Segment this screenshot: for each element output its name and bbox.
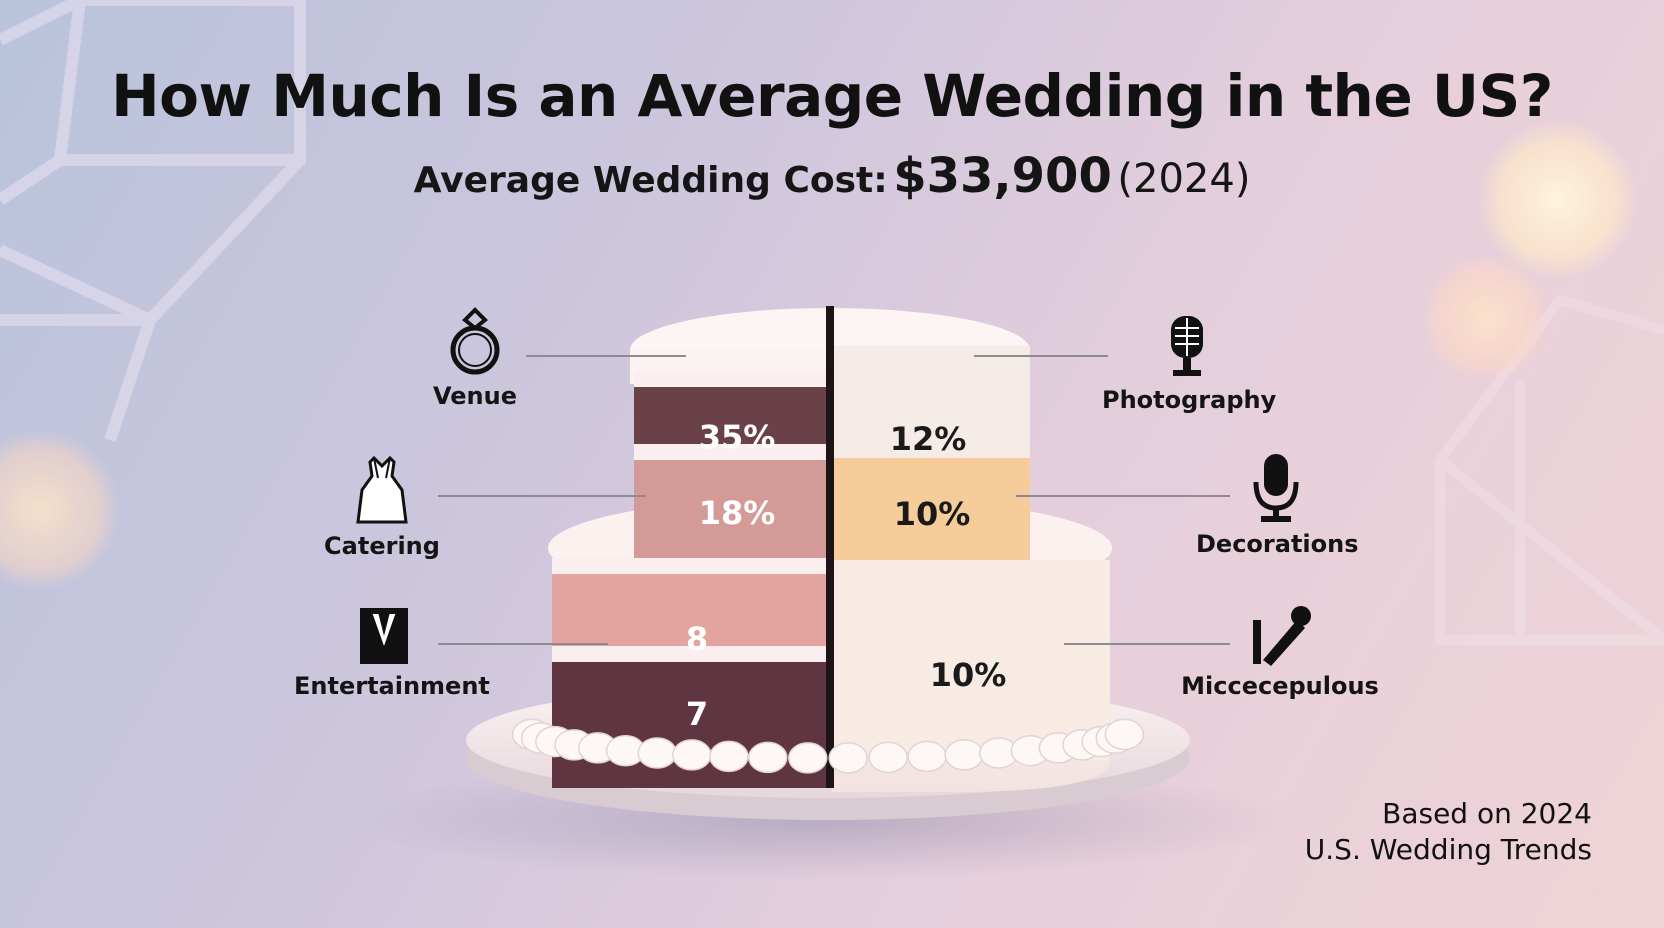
pearl-border (511, 718, 1145, 774)
category-label: Decorations (1196, 530, 1359, 558)
cake-segment (634, 458, 826, 560)
segment-label: 12% (890, 420, 967, 458)
category-label: Photography (1102, 386, 1277, 414)
page-subtitle: Average Wedding Cost: $33,900 (2024) (0, 148, 1664, 204)
pearl-decoration (828, 742, 868, 774)
category-photography: Photography (1102, 312, 1276, 414)
frosting-band (634, 371, 826, 387)
pearl-decoration (637, 737, 677, 769)
category-label: Venue (433, 382, 517, 410)
leader-lines (438, 355, 1230, 645)
segment-label: 8 (686, 620, 708, 658)
category-catering: Catering (322, 454, 442, 560)
pearl-decoration (788, 742, 828, 774)
segment-label: 35% (699, 418, 776, 456)
cake-cut-line (826, 306, 834, 788)
pearl-decoration (748, 741, 788, 774)
source-note-line: Based on 2024 (1382, 797, 1592, 830)
segment-label: 7 (686, 695, 708, 733)
pearl-decoration (672, 739, 712, 771)
ring-icon (450, 307, 500, 375)
bokeh-light (1422, 254, 1550, 382)
frosting-band (552, 646, 826, 662)
cake-segment (834, 458, 1030, 560)
pearl-decoration (1104, 718, 1145, 751)
average-cost-label: Average Wedding Cost: (413, 160, 888, 201)
category-entertainment: Entertainment (294, 606, 490, 700)
bokeh-light (0, 430, 120, 590)
lattice-decoration-right (1435, 294, 1664, 645)
cake-segment (834, 346, 1030, 466)
dress-icon (356, 455, 408, 524)
page-title: How Much Is an Average Wedding in the US… (111, 62, 1553, 130)
microphone-icon (1171, 316, 1203, 376)
lattice-decoration-left (0, 0, 306, 442)
average-cost-year: (2024) (1117, 156, 1251, 202)
bokeh-light (1478, 120, 1638, 280)
segment-label: 10% (894, 495, 971, 533)
average-cost-amount: $33,900 (893, 148, 1112, 204)
source-note: Based on 2024 U.S. Wedding Trends (1305, 796, 1592, 868)
segment-label: 10% (930, 656, 1007, 694)
frosting-band (552, 558, 826, 574)
pearl-decoration (709, 740, 749, 773)
category-venue: Venue (420, 306, 530, 410)
pearl-decoration (868, 741, 908, 774)
pearl-decoration (944, 739, 984, 771)
frosting-band (634, 444, 826, 460)
category-label: Catering (324, 532, 440, 560)
category-miscellaneous: Miccecepulous (1180, 606, 1380, 700)
suit-icon (360, 608, 408, 664)
category-label: Entertainment (294, 672, 490, 700)
microphone-icon (1253, 454, 1299, 522)
segment-label: 18% (699, 494, 776, 532)
segment-labels: 35% 18% 8 7 12% 10% 10% (686, 418, 1006, 733)
right-segments (834, 346, 1110, 760)
category-label: Miccecepulous (1181, 672, 1379, 700)
source-note-line: U.S. Wedding Trends (1304, 833, 1592, 866)
pen-icon (1253, 606, 1311, 666)
pearl-decoration (907, 740, 947, 773)
cake-segment (834, 560, 1110, 760)
category-decorations: Decorations (1196, 452, 1359, 558)
